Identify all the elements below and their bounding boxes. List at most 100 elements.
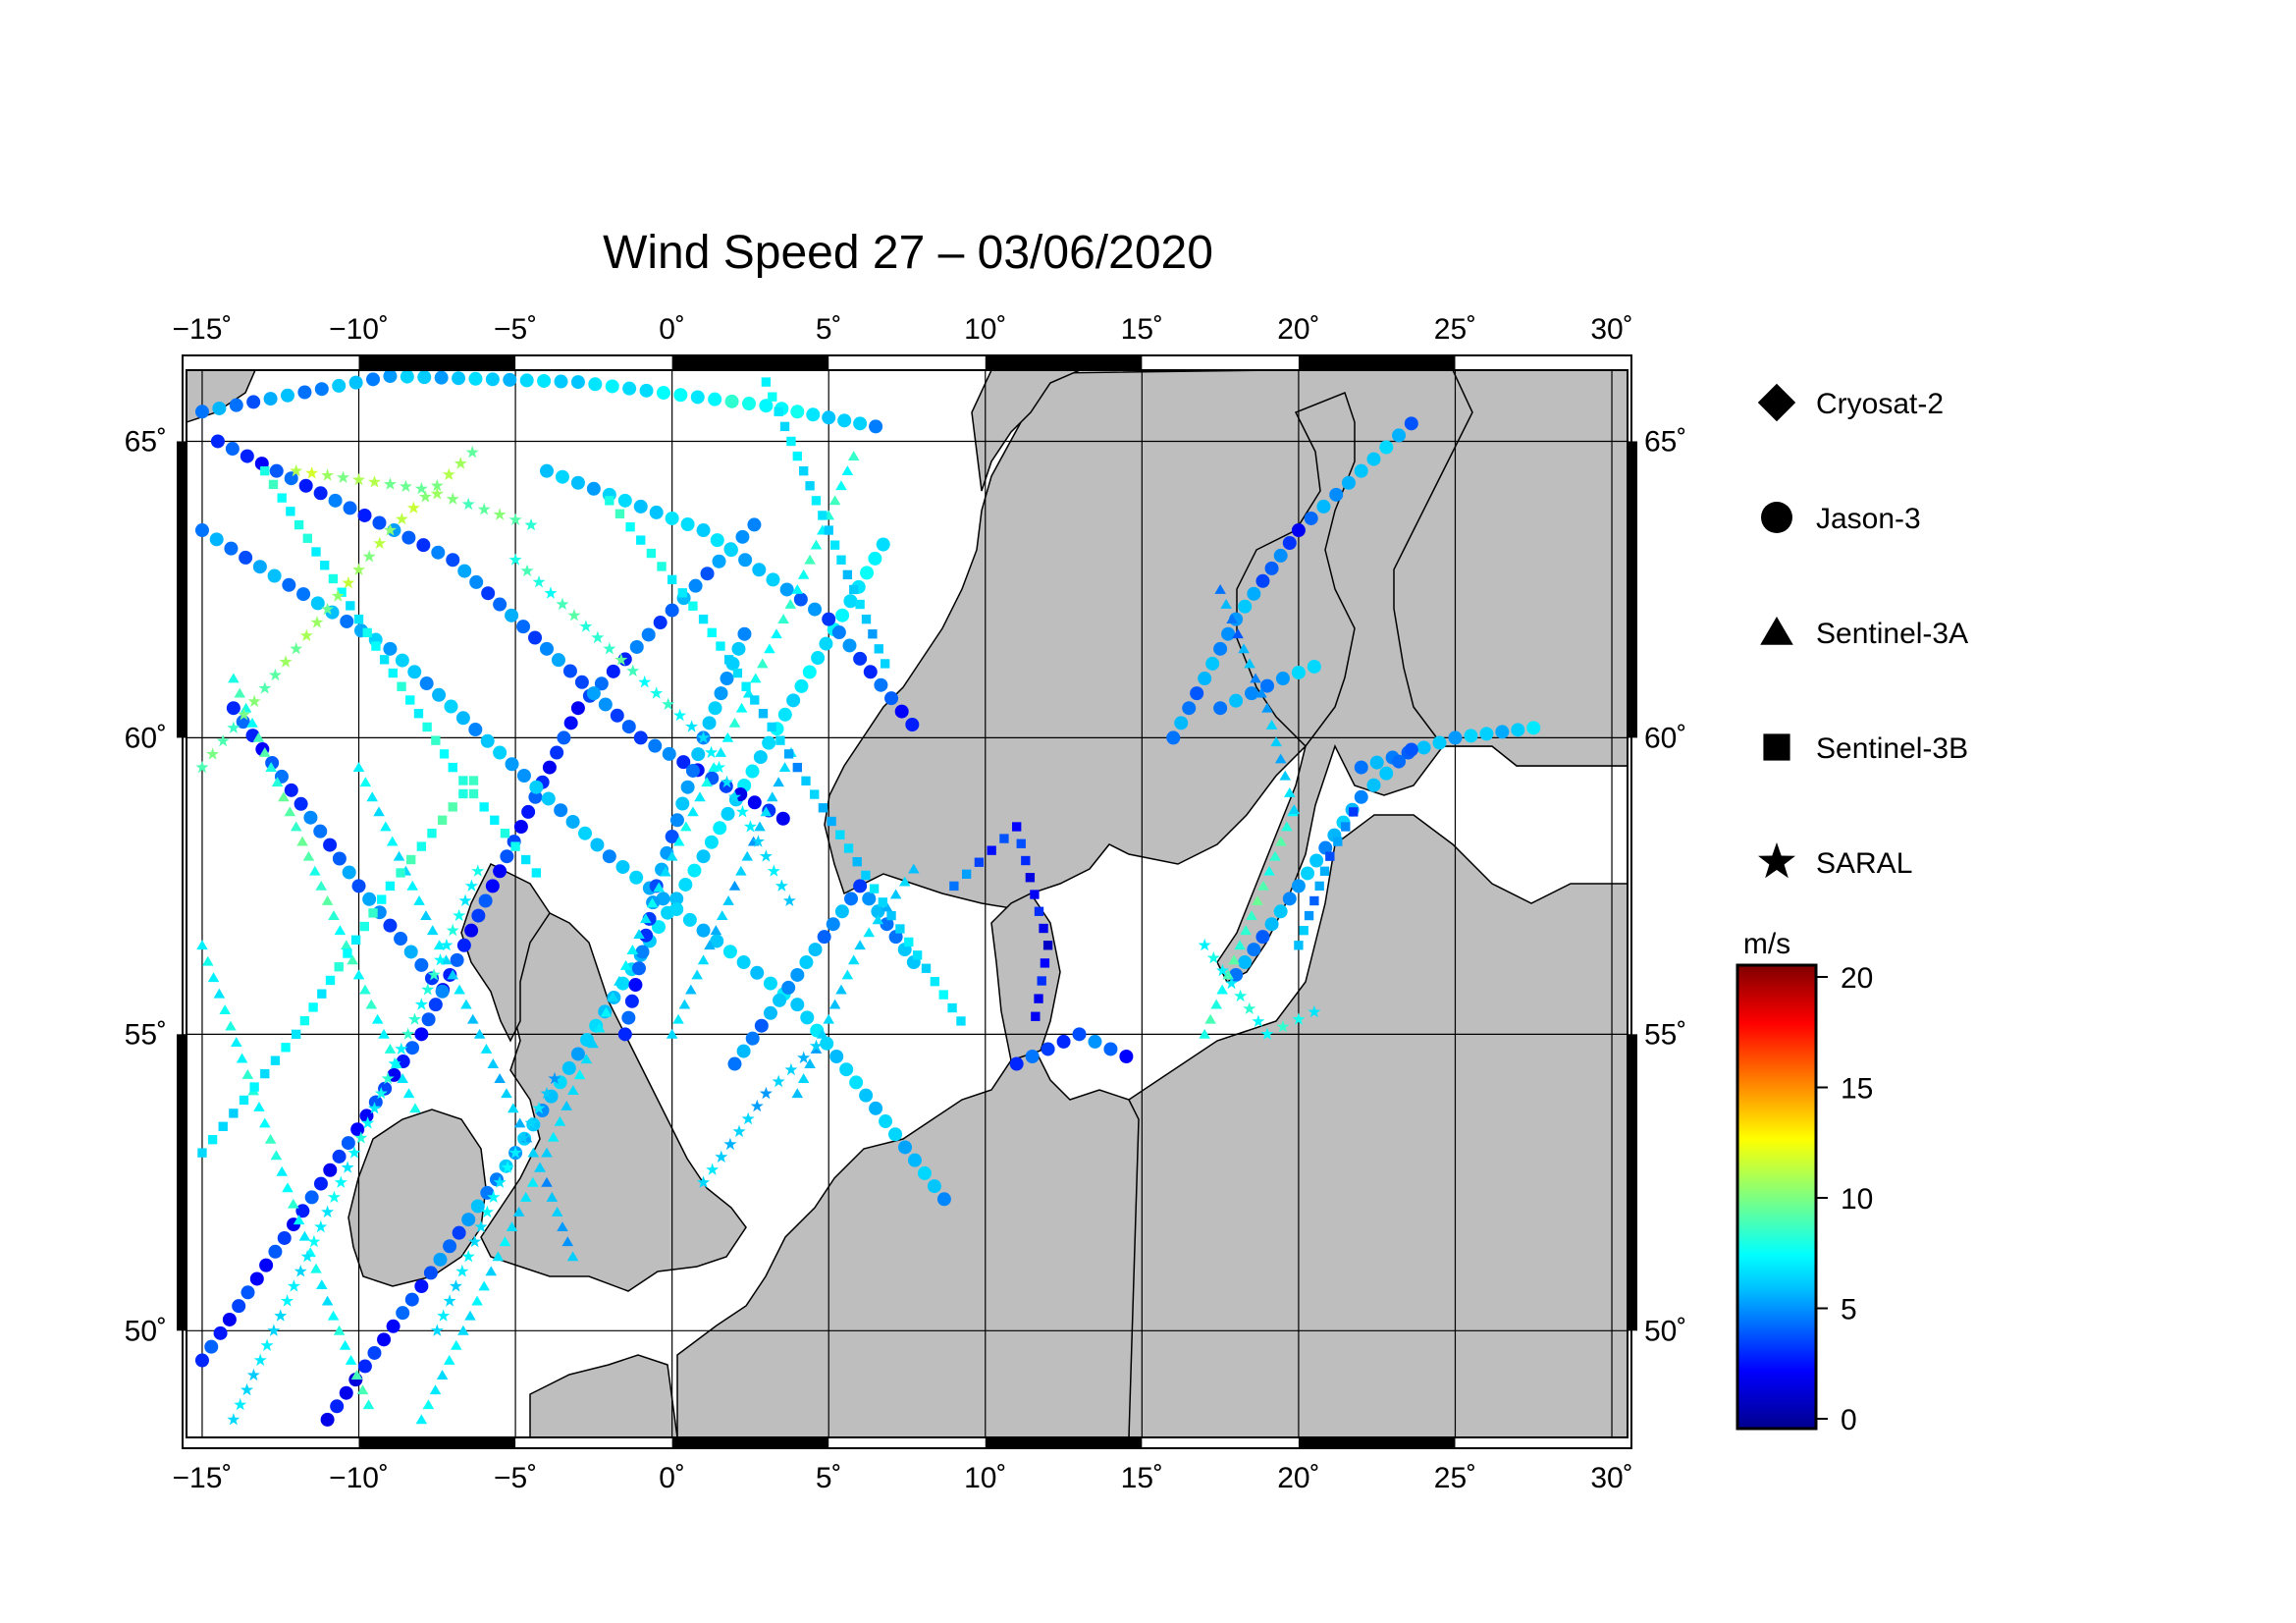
wind-observation-marker — [841, 465, 854, 476]
wind-observation-marker — [513, 819, 528, 834]
wind-observation-marker — [665, 603, 679, 618]
wind-observation-marker — [320, 561, 330, 570]
wind-observation-marker — [436, 1370, 449, 1380]
wind-observation-marker — [330, 1399, 345, 1414]
wind-observation-marker — [573, 1069, 586, 1080]
wind-observation-marker — [343, 948, 352, 958]
wind-observation-marker — [383, 523, 397, 536]
wind-observation-marker — [332, 1149, 347, 1163]
wind-observation-marker — [723, 543, 738, 558]
wind-observation-marker — [432, 687, 447, 702]
wind-observation-marker — [292, 1029, 301, 1040]
wind-observation-marker — [861, 870, 871, 881]
wind-observation-marker — [1234, 989, 1248, 1002]
wind-observation-marker — [464, 923, 479, 938]
wind-observation-marker — [741, 397, 756, 411]
wind-observation-marker — [394, 932, 408, 947]
wind-observation-marker — [213, 1325, 228, 1340]
frame-segment — [1628, 441, 1637, 738]
lat-tick-label-left: 55˚ — [125, 1018, 167, 1051]
wind-observation-marker — [253, 1101, 265, 1111]
lon-tick-label-bottom: −15˚ — [173, 1462, 233, 1494]
wind-observation-marker — [290, 642, 303, 655]
wind-observation-marker — [1404, 416, 1418, 431]
wind-observation-marker — [732, 1124, 746, 1138]
wind-observation-marker — [241, 1069, 254, 1079]
wind-observation-marker — [811, 496, 822, 506]
wind-observation-marker — [786, 436, 796, 447]
land-brittany — [529, 1354, 678, 1437]
wind-observation-marker — [401, 530, 416, 545]
wind-observation-marker — [767, 864, 780, 877]
wind-observation-marker — [1025, 873, 1036, 883]
wind-observation-marker — [362, 550, 376, 563]
wind-observation-marker — [270, 1055, 281, 1065]
wind-observation-marker — [1221, 626, 1236, 641]
wind-observation-marker — [264, 1133, 277, 1144]
wind-observation-marker — [527, 1147, 540, 1158]
colorbar: m/s 0 5 10 15 20 — [1735, 928, 1873, 1436]
frame-segment — [177, 1034, 187, 1331]
wind-observation-marker — [225, 442, 240, 457]
wind-observation-marker — [321, 894, 334, 905]
wind-observation-marker — [764, 643, 775, 654]
lon-tick-label-bottom: 5˚ — [816, 1462, 842, 1494]
wind-observation-marker — [1204, 1013, 1216, 1024]
wind-observation-marker — [792, 762, 802, 773]
wind-observation-marker — [317, 989, 327, 999]
wind-observation-marker — [1166, 730, 1181, 745]
wind-observation-marker — [310, 596, 325, 611]
wind-observation-marker — [433, 940, 446, 950]
wind-observation-marker — [607, 991, 618, 1001]
wind-observation-marker — [458, 788, 468, 799]
wind-observation-marker — [350, 1370, 363, 1380]
wind-observation-marker — [570, 475, 585, 490]
wind-observation-marker — [598, 697, 613, 712]
wind-observation-marker — [710, 925, 722, 936]
wind-observation-marker — [738, 553, 753, 568]
lon-tick-label-bottom: 20˚ — [1277, 1462, 1319, 1494]
wind-observation-marker — [1088, 1034, 1102, 1049]
wind-observation-marker — [1273, 904, 1288, 919]
wind-observation-marker — [621, 720, 636, 734]
wind-observation-marker — [1030, 890, 1040, 899]
colorbar-tick-label: 0 — [1841, 1404, 1857, 1436]
wind-observation-marker — [656, 386, 670, 401]
wind-observation-marker — [234, 687, 246, 698]
wind-observation-marker — [949, 881, 959, 892]
legend-label: Jason-3 — [1816, 503, 1921, 535]
wind-observation-marker — [307, 1234, 321, 1248]
wind-observation-marker — [448, 762, 457, 773]
frame-ticks — [177, 355, 1637, 1448]
wind-observation-marker — [414, 957, 429, 972]
wind-observation-marker — [1255, 573, 1270, 588]
wind-observation-marker — [860, 566, 875, 580]
wind-observation-marker — [810, 789, 820, 799]
wind-observation-marker — [464, 1310, 476, 1321]
wind-observation-marker — [377, 1332, 392, 1347]
colorbar-tick-label: 5 — [1841, 1294, 1857, 1326]
wind-observation-marker — [440, 954, 453, 965]
wind-observation-marker — [904, 937, 914, 947]
diamond-icon — [1757, 383, 1796, 422]
wind-observation-marker — [629, 639, 644, 654]
wind-observation-marker — [782, 893, 796, 906]
triangle-icon — [1760, 617, 1793, 645]
wind-observation-marker — [430, 478, 444, 492]
wind-observation-marker — [853, 651, 868, 666]
wind-observation-marker — [817, 930, 831, 945]
wind-observation-marker — [905, 717, 920, 731]
wind-observation-marker — [252, 560, 267, 574]
wind-observation-marker — [641, 627, 656, 642]
wind-observation-marker — [314, 1219, 328, 1233]
wind-observation-marker — [388, 668, 399, 678]
wind-observation-marker — [310, 616, 324, 628]
wind-observation-marker — [500, 829, 510, 839]
wind-observation-marker — [636, 535, 646, 545]
wind-observation-marker — [541, 791, 556, 806]
wind-observation-marker — [1309, 895, 1319, 906]
wind-observation-marker — [852, 857, 862, 867]
wind-observation-marker — [1246, 910, 1257, 920]
wind-observation-marker — [406, 880, 419, 891]
wind-observation-marker — [210, 434, 225, 449]
